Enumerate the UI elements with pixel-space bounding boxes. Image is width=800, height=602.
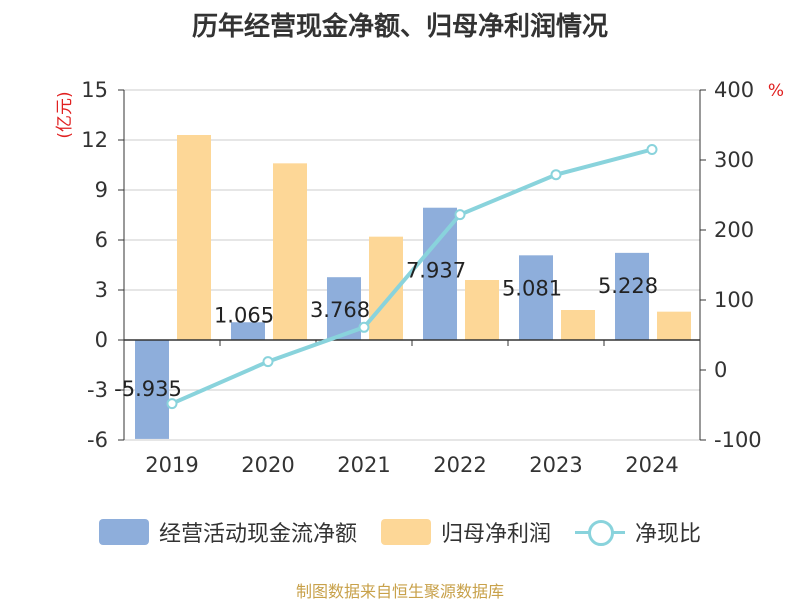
- legend-item-cashflow[interactable]: 经营活动现金流净额: [98, 516, 357, 548]
- line-cash-ratio: [171, 147, 653, 406]
- bar-cashflow: [423, 207, 457, 340]
- bar-cashflow: [519, 255, 553, 340]
- line-point: [454, 209, 466, 221]
- bar-cashflow: [231, 322, 265, 340]
- data-label-cashflow: 3.768: [310, 298, 370, 322]
- y-left-tick-label: -3: [87, 378, 108, 402]
- y-right-tick-label: 300: [714, 148, 754, 172]
- data-label-cashflow: 5.228: [598, 274, 658, 298]
- bar-net-profit: [177, 135, 211, 340]
- x-tick-label: 2022: [433, 453, 486, 477]
- x-tick-label: 2021: [337, 453, 390, 477]
- data-label-cashflow: -5.935: [114, 377, 182, 401]
- legend-label-cash-ratio: 净现比: [635, 522, 702, 547]
- legend-swatch-net-profit: [380, 519, 431, 545]
- x-tick-label: 2020: [241, 453, 294, 477]
- y-left-tick-label: 15: [81, 78, 108, 102]
- y-right-tick-label: 200: [714, 218, 754, 242]
- bar-net-profit: [561, 310, 595, 340]
- source-note: 制图数据来自恒生聚源数据库: [295, 582, 504, 601]
- data-label-cashflow: 7.937: [406, 259, 466, 283]
- data-label-cashflow: 5.081: [502, 276, 562, 300]
- bar-cashflow: [135, 340, 169, 439]
- y-left-tick-label: -6: [87, 428, 108, 452]
- x-tick-label: 2024: [625, 453, 678, 477]
- y-left-tick-label: 0: [95, 328, 108, 352]
- data-label-cashflow: 1.065: [214, 303, 274, 327]
- line-point: [550, 169, 562, 181]
- bar-net-profit: [273, 163, 307, 340]
- y-left-tick-label: 6: [95, 228, 108, 252]
- y-right-tick-label: 100: [714, 288, 754, 312]
- x-tick-label: 2023: [529, 453, 582, 477]
- y-right-tick-label: 0: [714, 358, 727, 382]
- x-tick-label: 2019: [145, 453, 198, 477]
- y-left-axis-label: (亿元): [55, 91, 75, 138]
- legend-label-cashflow: 经营活动现金流净额: [158, 522, 357, 547]
- bar-net-profit: [465, 280, 499, 340]
- legend-item-net-profit[interactable]: 归母净利润: [380, 516, 551, 548]
- y-right-tick-label: 400: [714, 78, 754, 102]
- legend-label-net-profit: 归母净利润: [440, 522, 551, 547]
- line-point: [166, 398, 178, 410]
- line-point: [358, 321, 370, 333]
- legend-line-icon: [575, 519, 625, 546]
- y-left-tick-label: 9: [95, 178, 108, 202]
- legend: 经营活动现金流净额 归母净利润 净现比: [0, 516, 800, 548]
- legend-swatch-cashflow: [98, 519, 149, 545]
- y-right-axis-label: %: [768, 81, 784, 101]
- line-point: [262, 356, 274, 368]
- bar-net-profit: [657, 311, 691, 340]
- y-left-tick-label: 12: [81, 128, 108, 152]
- y-right-tick-label: -100: [714, 428, 762, 452]
- chart-title: 历年经营现金净额、归母净利润情况: [191, 12, 608, 42]
- y-left-tick-label: 3: [95, 278, 108, 302]
- bar-cashflow: [615, 252, 649, 340]
- line-point: [646, 144, 658, 155]
- legend-item-cash-ratio[interactable]: 净现比: [575, 516, 701, 548]
